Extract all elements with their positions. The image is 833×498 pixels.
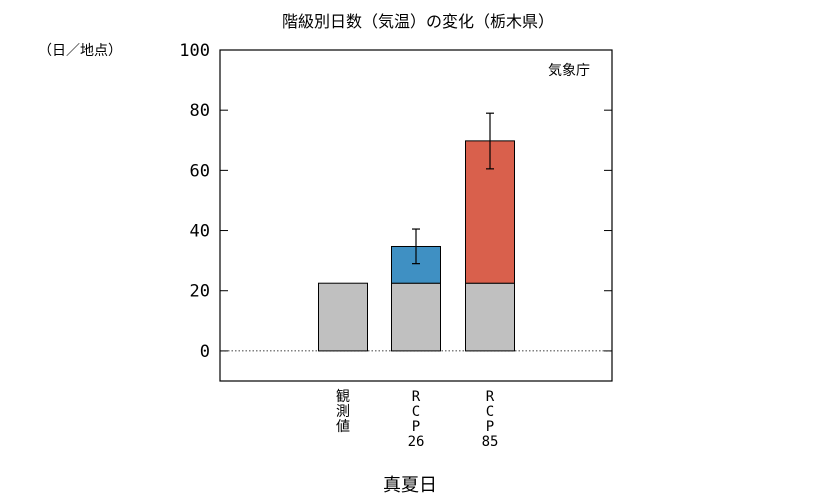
source-label: 気象庁 bbox=[548, 63, 590, 79]
bar-segment-base bbox=[391, 282, 441, 352]
x-category-label: P bbox=[412, 419, 420, 435]
error-bars bbox=[412, 112, 494, 265]
y-tick-label: 60 bbox=[190, 161, 210, 181]
y-tick-label: 80 bbox=[190, 101, 210, 121]
x-category-label: 値 bbox=[336, 419, 350, 435]
x-category-label: 観 bbox=[336, 388, 350, 405]
bar-segment-base bbox=[318, 282, 368, 352]
x-category-label: R bbox=[412, 389, 421, 405]
y-axis-label: （日／地点） bbox=[38, 43, 122, 59]
y-axis-ticks: 0 20 40 60 80 100 bbox=[179, 41, 612, 362]
bar-segment-increase bbox=[391, 245, 441, 284]
x-category-label: P bbox=[486, 419, 494, 435]
y-tick-label: 40 bbox=[190, 222, 210, 242]
y-tick-label: 0 bbox=[200, 342, 210, 362]
y-tick-label: 20 bbox=[190, 282, 210, 302]
y-tick-label: 100 bbox=[179, 41, 210, 61]
x-category-label: C bbox=[412, 404, 420, 420]
x-category-label: R bbox=[486, 389, 495, 405]
bar-segment-base bbox=[465, 282, 515, 352]
chart-title: 階級別日数（気温）の変化（栃木県） bbox=[282, 12, 554, 31]
plot-frame bbox=[219, 49, 613, 382]
x-category-label: 85 bbox=[482, 434, 499, 450]
x-category-label: 測 bbox=[336, 404, 350, 420]
bars bbox=[318, 140, 515, 352]
x-category-label: 26 bbox=[408, 434, 425, 450]
x-axis-label: 真夏日 bbox=[383, 475, 437, 496]
x-category-label: C bbox=[486, 404, 494, 420]
